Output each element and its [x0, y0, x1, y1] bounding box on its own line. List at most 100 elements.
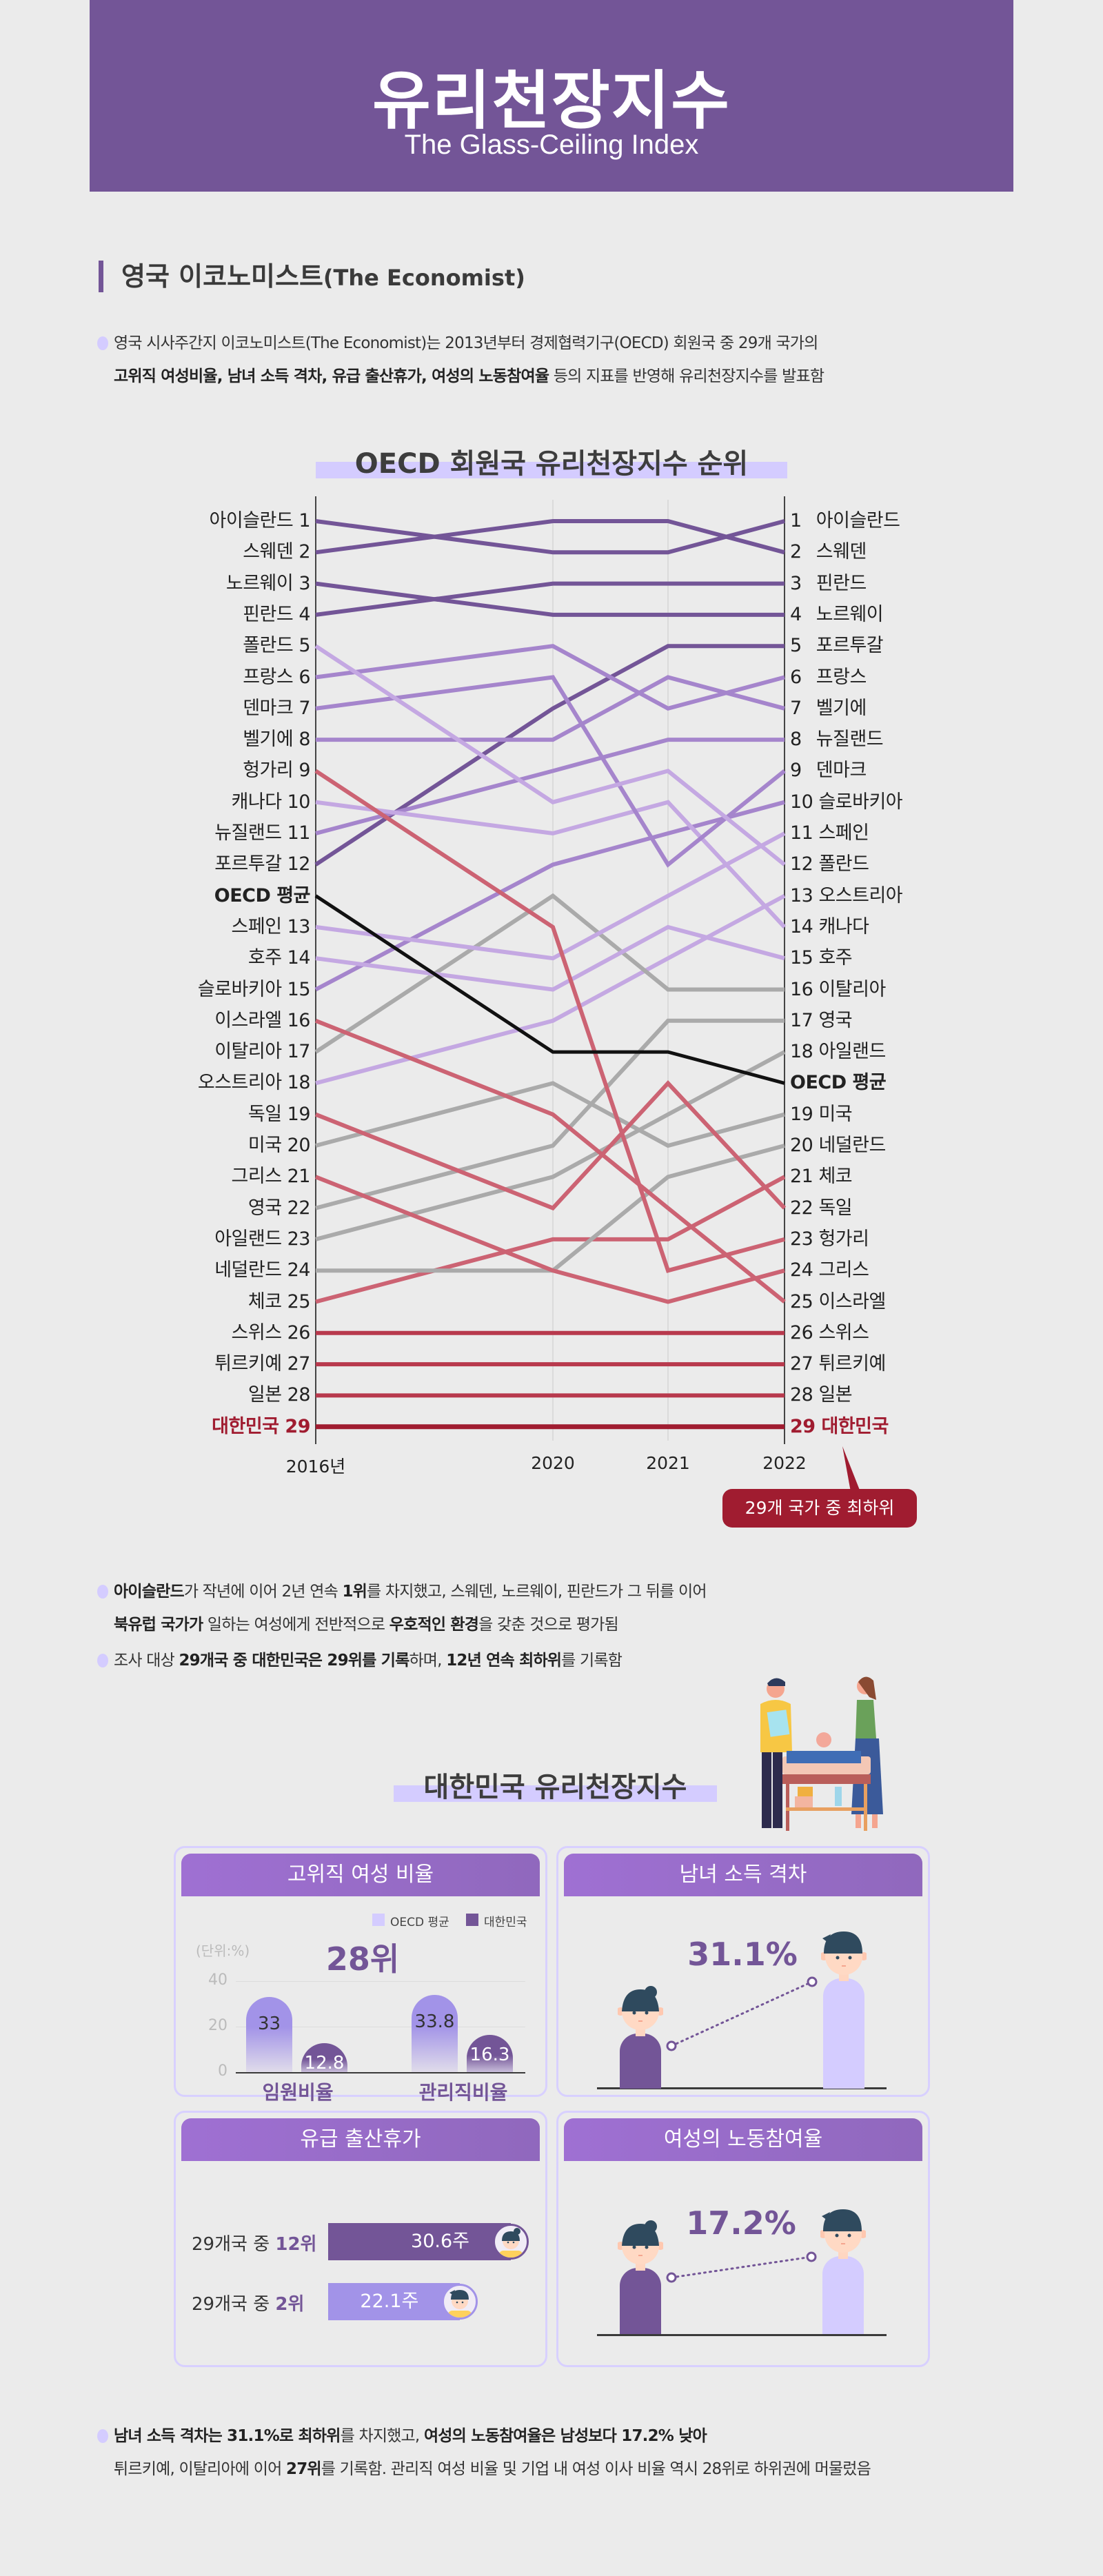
y-tick-label: 40	[208, 1971, 227, 1989]
korea-section-title: 대한민국 유리천장지수	[394, 1765, 717, 1805]
leave-rank-label: 29개국 중 12위	[192, 2230, 316, 2255]
left-rank-label: 그리스 21	[231, 1166, 311, 1188]
bar-oecd: 33.8	[412, 1995, 458, 2072]
ground-line	[597, 2334, 887, 2336]
left-rank-label: 이스라엘 16	[214, 1009, 310, 1031]
woman-figure-icon	[616, 2220, 665, 2334]
section-heading-ko: 영국 이코노미스트	[121, 261, 323, 292]
left-rank-label: 아일랜드 23	[214, 1228, 310, 1250]
left-rank-label: 스웨덴 2	[243, 541, 310, 563]
left-rank-label: 포르투갈 12	[214, 853, 310, 875]
series-line-미국	[315, 1081, 785, 1148]
right-rank-label: 7 벨기에	[790, 697, 867, 719]
left-rank-label: 덴마크 7	[243, 697, 310, 719]
left-rank-label: 캐나다 10	[231, 791, 311, 813]
series-line-캐나다	[315, 800, 787, 929]
right-rank-label: 2 스웨덴	[790, 541, 867, 563]
body-text: 를 기록함	[561, 1652, 623, 1670]
leave-rank: 12위	[275, 2234, 317, 2255]
right-rank-label: 17 영국	[790, 1009, 853, 1031]
series-line-스웨덴	[315, 519, 785, 555]
finding-bullet-1: 아이슬란드가 작년에 이어 2년 연속 1위를 차지했고, 스웨덴, 노르웨이,…	[97, 1575, 707, 1641]
right-rank-label: 11 스페인	[790, 822, 869, 844]
text-line: 영국 시사주간지 이코노미스트(The Economist)는 2013년부터 …	[114, 327, 824, 360]
left-rank-label: 일본 28	[247, 1384, 311, 1406]
left-rank-label: 오스트리아 18	[197, 1072, 311, 1094]
gap-dotted-connector	[666, 1976, 818, 2051]
man-avatar-icon	[442, 2284, 478, 2320]
right-rank-label: 21 체코	[790, 1166, 853, 1188]
card-title: 여성의 노동참여율	[564, 2118, 922, 2161]
left-rank-label: 독일 19	[247, 1103, 311, 1125]
card-labor-participation: 여성의 노동참여율	[556, 2111, 930, 2367]
body-text: 를 차지했고,	[340, 2427, 424, 2445]
left-rank-label: 영국 22	[247, 1197, 311, 1219]
body-text: 을 갖춘 것으로 평가됨	[478, 1616, 619, 1634]
text-line: 아이슬란드가 작년에 이어 2년 연속 1위를 차지했고, 스웨덴, 노르웨이,…	[114, 1575, 707, 1608]
senior-rank: 28위	[325, 1940, 400, 1978]
y-tick-label: 20	[208, 2017, 227, 2034]
parents-changing-baby-illustration	[760, 1676, 883, 1831]
right-rank-label: 22 독일	[790, 1197, 853, 1219]
emphasis-text: 여성의 노동참여율은 남성보다 17.2% 낮아	[423, 2427, 707, 2445]
man-figure-icon	[819, 2208, 867, 2334]
left-rank-label: 대한민국 29	[212, 1415, 310, 1437]
body-text: 조사 대상	[114, 1652, 179, 1670]
labor-gap-value: 17.2%	[686, 2204, 796, 2242]
callout-pointer	[842, 1446, 860, 1492]
korea-section-title-text: 대한민국 유리천장지수	[423, 1772, 687, 1803]
text-line: 북유럽 국가가 일하는 여성에게 전반적으로 우호적인 환경을 갖춘 것으로 평…	[114, 1608, 707, 1641]
legend-swatch-korea	[466, 1914, 478, 1926]
body-text: 를 차지했고, 스웨덴, 노르웨이, 핀란드가 그 뒤를 이어	[367, 1583, 707, 1601]
body-text: 튀르키예, 이탈리아에 이어	[114, 2460, 287, 2478]
series-line-네덜란드	[316, 1144, 785, 1273]
section-heading: 영국 이코노미스트(The Economist)	[99, 261, 525, 292]
left-rank-label: 미국 20	[247, 1135, 311, 1156]
bar-korea: 12.8	[301, 2042, 347, 2073]
legend-label-korea: 대한민국	[484, 1916, 527, 1929]
right-rank-label: 10 슬로바키아	[790, 791, 903, 813]
left-rank-label: 네덜란드 24	[214, 1259, 310, 1281]
series-line-핀란드	[315, 581, 785, 617]
chart-title-text: OECD 회원국 유리천장지수 순위	[354, 448, 749, 480]
summary-bullet: 남녀 소득 격차는 31.1%로 최하위를 차지했고, 여성의 노동참여율은 남…	[97, 2420, 871, 2486]
woman-figure-icon	[616, 1985, 665, 2089]
right-rank-label: 4 노르웨이	[790, 603, 884, 625]
woman-avatar-icon	[492, 2224, 529, 2260]
right-rank-label: 9 덴마크	[790, 760, 867, 782]
emphasis-text: 아이슬란드	[114, 1583, 185, 1601]
right-rank-label: 12 폴란드	[790, 853, 869, 875]
emphasis-text: 우호적인 환경	[389, 1616, 479, 1634]
right-rank-label: 8 뉴질랜드	[790, 729, 884, 751]
right-rank-label: 20 네덜란드	[790, 1135, 886, 1156]
text-line: 고위직 여성비율, 남녀 소득 격차, 유급 출산휴가, 여성의 노동참여율 등…	[114, 360, 824, 393]
emphasis-text: 29개국 중 대한민국은 29위를 기록	[179, 1652, 409, 1670]
series-line-오스트리아	[315, 893, 786, 1086]
left-rank-label: 아이슬란드 1	[209, 510, 311, 531]
body-text: 등의 지표를 반영해 유리천장지수를 발표함	[549, 367, 824, 385]
ground-line	[597, 2087, 887, 2089]
year-tick-label: 2021	[646, 1453, 690, 1473]
left-rank-label: 뉴질랜드 11	[214, 822, 310, 844]
right-rank-label: 19 미국	[790, 1103, 853, 1125]
emphasis-text: 고위직 여성비율, 남녀 소득 격차, 유급 출산휴가, 여성의 노동참여율	[114, 367, 549, 385]
page-header-banner: 유리천장지수 The Glass-Ceiling Index	[90, 0, 1013, 192]
man-figure-icon	[820, 1930, 868, 2089]
finding-bullet-2: 조사 대상 29개국 중 대한민국은 29위를 기록하며, 12년 연속 최하위…	[97, 1644, 623, 1677]
left-rank-label: 스위스 26	[231, 1321, 311, 1343]
right-rank-label: 5 포르투갈	[790, 635, 884, 657]
leave-bar: 22.1주	[328, 2283, 461, 2320]
series-line-노르웨이	[315, 581, 785, 617]
text-line: 남녀 소득 격차는 31.1%로 최하위를 차지했고, 여성의 노동참여율은 남…	[114, 2420, 871, 2453]
left-rank-label: 벨기에 8	[243, 729, 310, 751]
left-rank-label: 폴란드 5	[243, 635, 310, 657]
series-line-폴란드	[314, 644, 786, 866]
series-line-독일	[314, 1079, 787, 1211]
left-oecd-label: OECD 평균	[214, 884, 311, 906]
chart-title: OECD 회원국 유리천장지수 순위	[316, 441, 787, 481]
right-rank-label: 28 일본	[790, 1384, 853, 1406]
leave-rank-prefix: 29개국 중	[192, 2294, 276, 2315]
year-tick-label: 2022	[762, 1453, 807, 1473]
series-line-프랑스	[315, 644, 785, 711]
leave-rank: 2위	[275, 2294, 305, 2315]
